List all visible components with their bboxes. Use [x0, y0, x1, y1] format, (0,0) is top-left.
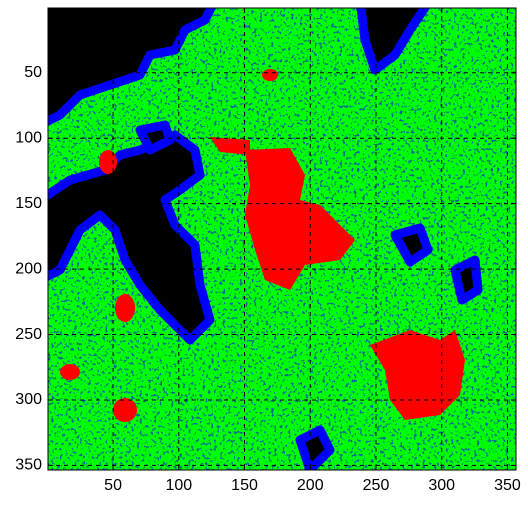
y-tick-label: 250	[15, 326, 42, 343]
y-tick-label: 100	[15, 129, 42, 146]
x-tick-label: 250	[363, 477, 390, 494]
y-tick-label: 150	[15, 195, 42, 212]
axes-box	[47, 7, 517, 471]
image	[48, 8, 516, 470]
axes	[47, 7, 517, 471]
y-tick-label: 200	[15, 260, 42, 277]
x-tick-label: 150	[231, 477, 258, 494]
x-tick-label: 200	[297, 477, 324, 494]
y-tick-label: 350	[15, 457, 42, 474]
x-tick-label: 300	[428, 477, 455, 494]
y-tick-label: 50	[24, 64, 42, 81]
x-tick-label: 350	[494, 477, 521, 494]
x-tick-label: 50	[104, 477, 122, 494]
y-tick-label: 300	[15, 391, 42, 408]
x-tick-label: 100	[165, 477, 192, 494]
